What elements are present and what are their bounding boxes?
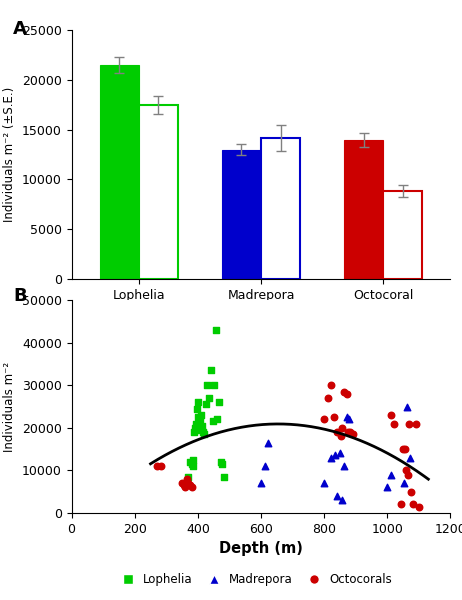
Point bbox=[189, 461, 196, 471]
Point bbox=[195, 416, 202, 426]
Y-axis label: Individuals m⁻² (±S.E.): Individuals m⁻² (±S.E.) bbox=[3, 87, 17, 222]
Point bbox=[340, 461, 347, 471]
Point bbox=[397, 500, 404, 509]
Point bbox=[186, 481, 194, 490]
Point bbox=[192, 419, 200, 428]
Point bbox=[219, 459, 226, 469]
Point bbox=[400, 478, 407, 488]
Point bbox=[402, 466, 410, 475]
Point bbox=[211, 380, 218, 390]
Point bbox=[333, 491, 340, 501]
Point bbox=[188, 459, 195, 469]
Point bbox=[321, 478, 328, 488]
Point bbox=[194, 412, 201, 422]
Point bbox=[339, 423, 346, 433]
Legend: Lophelia, Madrepora, Octocorals: Lophelia, Madrepora, Octocorals bbox=[111, 569, 397, 591]
Point bbox=[213, 325, 220, 335]
Point bbox=[343, 412, 351, 422]
Point bbox=[337, 431, 344, 441]
Point bbox=[257, 478, 265, 488]
Point bbox=[399, 444, 407, 454]
Point bbox=[328, 380, 335, 390]
Point bbox=[188, 482, 195, 492]
Point bbox=[195, 423, 202, 433]
Point bbox=[182, 482, 189, 492]
Point bbox=[346, 427, 354, 437]
Point bbox=[412, 419, 419, 428]
Point bbox=[196, 419, 203, 428]
X-axis label: Depth (m): Depth (m) bbox=[219, 541, 303, 556]
Point bbox=[321, 415, 328, 424]
Text: B: B bbox=[13, 287, 26, 305]
Point bbox=[388, 470, 395, 479]
Point bbox=[209, 416, 217, 426]
Point bbox=[388, 410, 395, 420]
Point bbox=[191, 423, 199, 433]
Point bbox=[407, 487, 415, 497]
Point bbox=[190, 427, 198, 437]
Point bbox=[403, 402, 411, 412]
Point bbox=[204, 380, 211, 390]
Point bbox=[406, 419, 413, 428]
Point bbox=[214, 415, 221, 424]
Point bbox=[350, 430, 357, 439]
Point bbox=[197, 415, 204, 424]
Point bbox=[194, 397, 201, 407]
Point bbox=[205, 393, 213, 403]
Bar bbox=[100, 65, 139, 279]
Point bbox=[401, 444, 408, 454]
Point bbox=[157, 461, 164, 471]
Point bbox=[193, 425, 200, 435]
Point bbox=[340, 387, 347, 397]
Point bbox=[407, 453, 414, 463]
X-axis label: Coral: Coral bbox=[240, 307, 282, 322]
Point bbox=[215, 397, 223, 407]
Point bbox=[198, 421, 206, 430]
Point bbox=[265, 438, 272, 448]
Point bbox=[345, 415, 353, 424]
Point bbox=[153, 461, 161, 471]
Text: A: A bbox=[13, 20, 27, 38]
Point bbox=[202, 400, 209, 409]
Point bbox=[185, 478, 192, 488]
Point bbox=[178, 478, 186, 488]
Point bbox=[343, 389, 351, 398]
Y-axis label: Individuals m⁻²: Individuals m⁻² bbox=[3, 361, 16, 452]
Point bbox=[183, 474, 190, 484]
Point bbox=[383, 482, 391, 492]
Bar bbox=[139, 104, 178, 279]
Point bbox=[345, 427, 352, 437]
Point bbox=[207, 365, 214, 375]
Point bbox=[220, 472, 227, 482]
Point bbox=[217, 457, 225, 467]
Point bbox=[324, 393, 332, 403]
Point bbox=[336, 449, 344, 458]
Point bbox=[331, 412, 338, 422]
Point bbox=[415, 502, 423, 511]
Point bbox=[193, 404, 201, 413]
Point bbox=[189, 455, 197, 464]
Point bbox=[338, 496, 345, 505]
Bar bbox=[344, 140, 383, 279]
Point bbox=[186, 457, 194, 467]
Point bbox=[390, 419, 398, 428]
Bar bbox=[222, 149, 261, 279]
Point bbox=[185, 472, 192, 482]
Point bbox=[334, 427, 341, 437]
Point bbox=[404, 470, 412, 479]
Bar bbox=[383, 191, 422, 279]
Point bbox=[261, 461, 268, 471]
Point bbox=[180, 481, 188, 490]
Point bbox=[328, 453, 335, 463]
Point bbox=[409, 500, 416, 509]
Bar bbox=[261, 137, 300, 279]
Point bbox=[201, 430, 208, 439]
Point bbox=[332, 451, 339, 460]
Point bbox=[197, 410, 205, 420]
Point bbox=[196, 423, 204, 433]
Point bbox=[199, 427, 207, 437]
